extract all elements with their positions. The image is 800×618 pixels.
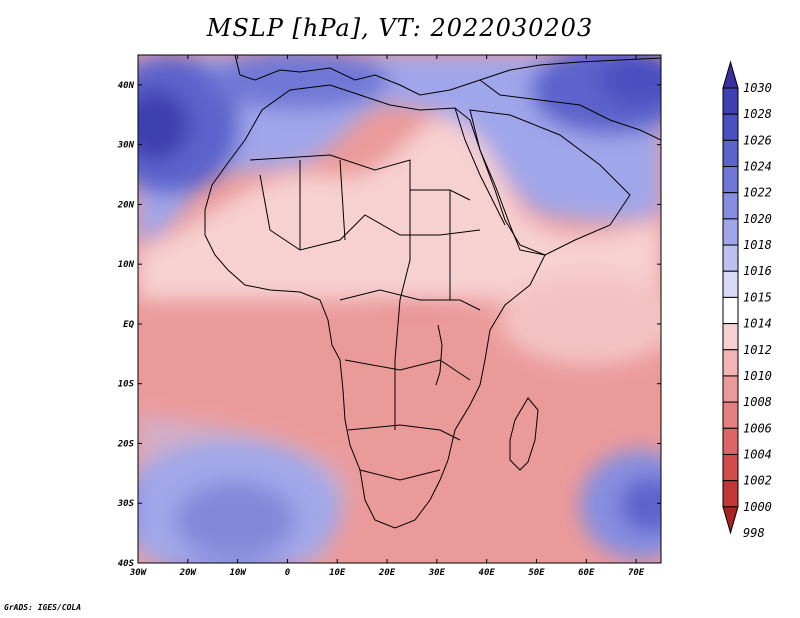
lon-tick-label: 50E — [528, 568, 545, 578]
lat-tick-label: 20S — [117, 439, 135, 449]
azores-high-core — [138, 90, 190, 160]
arabia-coastline — [469, 109, 631, 256]
colorbar-label: 1026 — [743, 133, 772, 147]
lat-tick-label: 40N — [118, 81, 135, 91]
south-indian-high-core — [620, 477, 661, 533]
colorbar-label: 1014 — [743, 317, 772, 331]
coastlines — [204, 55, 661, 529]
colorbar: 1030 1028 1026 1024 1022 1020 1018 1016 1015 1014… — [722, 60, 772, 540]
colorbar-swatch — [722, 139, 739, 168]
colorbar-label: 1022 — [743, 186, 772, 200]
lon-tick-label: 10E — [329, 568, 346, 578]
colorbar-swatch — [722, 323, 739, 351]
colorbar-swatch — [722, 270, 739, 298]
colorbar-swatch — [722, 192, 739, 220]
colorbar-swatch — [722, 87, 739, 115]
colorbar-swatch — [722, 296, 739, 325]
lat-tick-label: 10N — [118, 260, 135, 270]
map-frame — [137, 54, 662, 564]
turkey-iran — [479, 79, 661, 141]
colorbar-swatch — [722, 113, 739, 141]
colorbar-label: 1006 — [743, 421, 772, 435]
lat-tick-label: 30S — [117, 499, 135, 509]
lon-tick-label: 70E — [628, 568, 645, 578]
lon-tick-label: 0 — [285, 568, 291, 578]
lat-tick-label: 20N — [117, 200, 135, 210]
borders-4 — [344, 359, 471, 381]
colorbar-swatch — [722, 453, 739, 482]
colorbar-label: 1015 — [743, 290, 772, 304]
colorbar-swatch — [722, 401, 739, 429]
colorbar-swatch — [722, 427, 739, 455]
colorbar-label: 1008 — [743, 395, 772, 409]
colorbar-label: 998 — [743, 526, 765, 540]
colorbar-label: 1004 — [743, 447, 772, 461]
lake-outline — [435, 324, 443, 386]
south-atlantic-margin — [138, 415, 347, 563]
mediterranean-high — [210, 55, 390, 110]
colorbar-label: 1012 — [743, 343, 772, 357]
lon-tick-label: 20E — [378, 568, 396, 578]
colorbar-label: 1000 — [743, 500, 772, 514]
colorbar-label: 1028 — [743, 107, 772, 121]
neutral-band-north — [138, 118, 661, 300]
borders-3 — [339, 289, 481, 311]
colorbar-top-arrow — [722, 60, 739, 89]
indian-ocean-mid — [500, 275, 661, 365]
borders-5 — [347, 424, 461, 441]
chart-title: MSLP [hPa], VT: 2022030203 — [206, 14, 594, 42]
colorbar-swatch — [722, 375, 739, 403]
africa-coastline — [204, 84, 546, 529]
borders-7 — [394, 190, 411, 430]
colorbar-swatch — [722, 244, 739, 272]
colorbar-label: 1010 — [743, 369, 772, 383]
colorbar-label: 1018 — [743, 238, 772, 252]
borders-8 — [299, 159, 451, 300]
madagascar-coastline — [509, 397, 539, 471]
colorbar-swatch — [722, 166, 739, 194]
colorbar-swatch — [722, 480, 739, 508]
borders-6 — [359, 469, 441, 481]
pressure-field — [138, 55, 661, 563]
colorbar-label: 1030 — [743, 81, 772, 95]
colorbar-swatch — [722, 349, 739, 377]
colorbar-label: 1024 — [743, 160, 772, 174]
lat-tick-label: 30N — [117, 141, 135, 151]
longitude-axis: 30W 20W 10W 0 10E 20E 30E 40E 50E 60E 70E — [129, 55, 645, 578]
lon-tick-label: 10W — [229, 568, 247, 578]
latitude-axis: 40N 30N 20N 10N EQ 10S 20S 30S 40S — [117, 81, 661, 569]
lon-tick-label: 40E — [479, 568, 496, 578]
borders-2 — [259, 174, 481, 251]
asia-high-core — [600, 55, 661, 105]
lat-tick-label: 40S — [118, 559, 135, 569]
colorbar-label: 1002 — [743, 474, 772, 488]
lat-tick-label: EQ — [123, 320, 134, 330]
colorbar-swatch — [722, 218, 739, 246]
lon-tick-label: 60E — [578, 568, 595, 578]
colorbar-label: 1020 — [743, 212, 772, 226]
lon-tick-label: 30E — [428, 568, 446, 578]
lon-tick-label: 20W — [179, 568, 198, 578]
red-sea-coast — [454, 107, 506, 226]
lat-tick-label: 10S — [118, 380, 135, 390]
colorbar-label: 1016 — [743, 264, 772, 278]
europe-coastline — [234, 55, 661, 96]
lon-tick-label: 30W — [129, 568, 148, 578]
grads-credit: GrADS: IGES/COLA — [4, 603, 82, 612]
colorbar-bottom-arrow — [722, 506, 739, 535]
